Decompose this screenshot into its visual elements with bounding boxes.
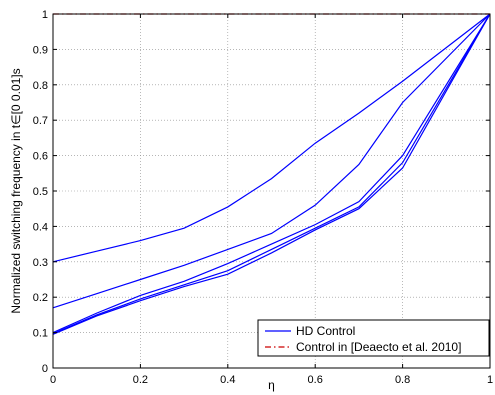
y-axis-label: Normalized switching frequency in t∈[0 0…: [9, 68, 23, 313]
legend-label: Control in [Deaecto et al. 2010]: [296, 340, 461, 354]
series-group: [52, 13, 491, 335]
y-tick-label: 1: [42, 9, 48, 21]
legend-box: [257, 319, 490, 357]
x-tick-label: 0.2: [133, 374, 148, 386]
series-line-5: [52, 13, 491, 335]
series-line-1: [52, 13, 491, 263]
legend: HD Control Control in [Deaecto et al. 201…: [257, 319, 490, 357]
y-tick-label: 0.8: [33, 80, 48, 92]
y-tick-label: 0: [42, 363, 48, 375]
x-tick-label: 0.6: [308, 374, 323, 386]
grid: [52, 13, 491, 369]
series-line-4: [52, 13, 491, 335]
series-line-2: [52, 13, 491, 309]
y-tick-label: 0.6: [33, 151, 48, 163]
ticks: 0 0.2 0.4 0.6 0.8 1 0 0.1 0.2 0.3 0.4 0.5 0.6 0.7 0.8 0…: [33, 9, 493, 386]
y-tick-label: 0.2: [33, 292, 48, 304]
x-tick-label: 1: [487, 374, 493, 386]
legend-label: HD Control: [296, 324, 355, 338]
y-tick-label: 0.7: [33, 115, 48, 127]
x-tick-label: 0: [50, 374, 56, 386]
x-axis-label: η: [268, 378, 275, 392]
y-tick-label: 0.4: [33, 221, 48, 233]
y-tick-label: 0.1: [33, 328, 48, 340]
y-tick-label: 0.5: [33, 186, 48, 198]
y-tick-label: 0.3: [33, 257, 48, 269]
x-tick-label: 0.4: [220, 374, 235, 386]
series-line-3: [52, 13, 491, 334]
x-tick-label: 0.8: [395, 374, 410, 386]
y-tick-label: 0.9: [33, 44, 48, 56]
